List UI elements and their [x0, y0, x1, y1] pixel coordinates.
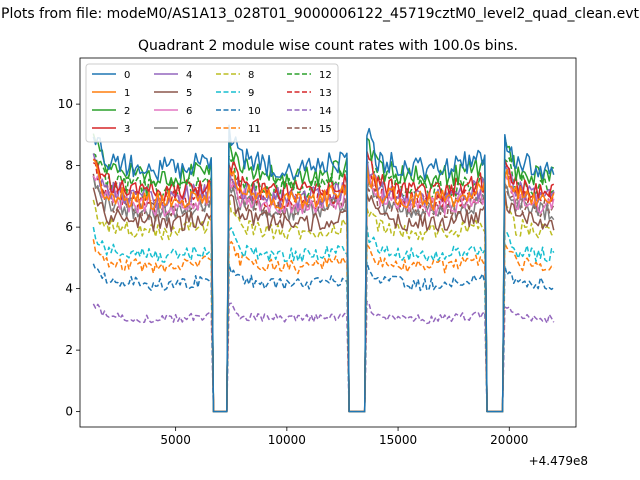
legend-label-8: 8: [248, 70, 254, 81]
legend-label-6: 6: [186, 106, 192, 117]
legend-label-12: 12: [319, 70, 332, 81]
figure-suptitle: Plots from file: modeM0/AS1A13_028T01_90…: [1, 6, 639, 22]
series-line-5: [92, 187, 555, 413]
y-tick-label: 10: [58, 97, 73, 111]
x-axis-ticks: 5000 10000 15000 20000: [160, 427, 528, 447]
legend-label-0: 0: [124, 70, 130, 81]
legend-label-11: 11: [248, 124, 261, 135]
legend-label-14: 14: [319, 106, 332, 117]
x-tick-label: 15000: [379, 433, 417, 447]
legend-label-5: 5: [186, 88, 192, 99]
series-line-0: [92, 124, 555, 413]
legend-frame: [85, 63, 339, 143]
series-layer: [92, 124, 555, 413]
series-line-8: [92, 195, 555, 413]
y-tick-label: 4: [65, 282, 73, 296]
y-tick-label: 2: [65, 343, 73, 357]
legend-label-9: 9: [248, 88, 254, 99]
axes-frame: [79, 57, 577, 428]
legend-label-3: 3: [124, 124, 130, 135]
series-line-14: [92, 300, 555, 413]
legend-label-4: 4: [186, 70, 192, 81]
legend-label-15: 15: [319, 124, 332, 135]
legend-label-10: 10: [248, 106, 261, 117]
x-tick-label: 5000: [160, 433, 191, 447]
legend-label-1: 1: [124, 88, 130, 99]
legend-label-13: 13: [319, 88, 332, 99]
y-tick-label: 0: [65, 405, 73, 419]
legend-label-2: 2: [124, 106, 130, 117]
y-tick-label: 6: [65, 220, 73, 234]
series-line-2: [92, 133, 555, 413]
series-line-1: [92, 159, 555, 413]
chart-title: Quadrant 2 module wise count rates with …: [138, 38, 518, 54]
legend-label-7: 7: [186, 124, 192, 135]
series-line-9: [92, 224, 555, 413]
x-offset-label: +4.479e8: [529, 454, 588, 468]
series-line-10: [92, 261, 555, 413]
x-tick-label: 20000: [490, 433, 528, 447]
series-line-11: [92, 239, 555, 413]
y-tick-label: 8: [65, 159, 73, 173]
x-tick-label: 10000: [268, 433, 306, 447]
y-axis-ticks: 0 2 4 6 8 10: [58, 97, 80, 419]
